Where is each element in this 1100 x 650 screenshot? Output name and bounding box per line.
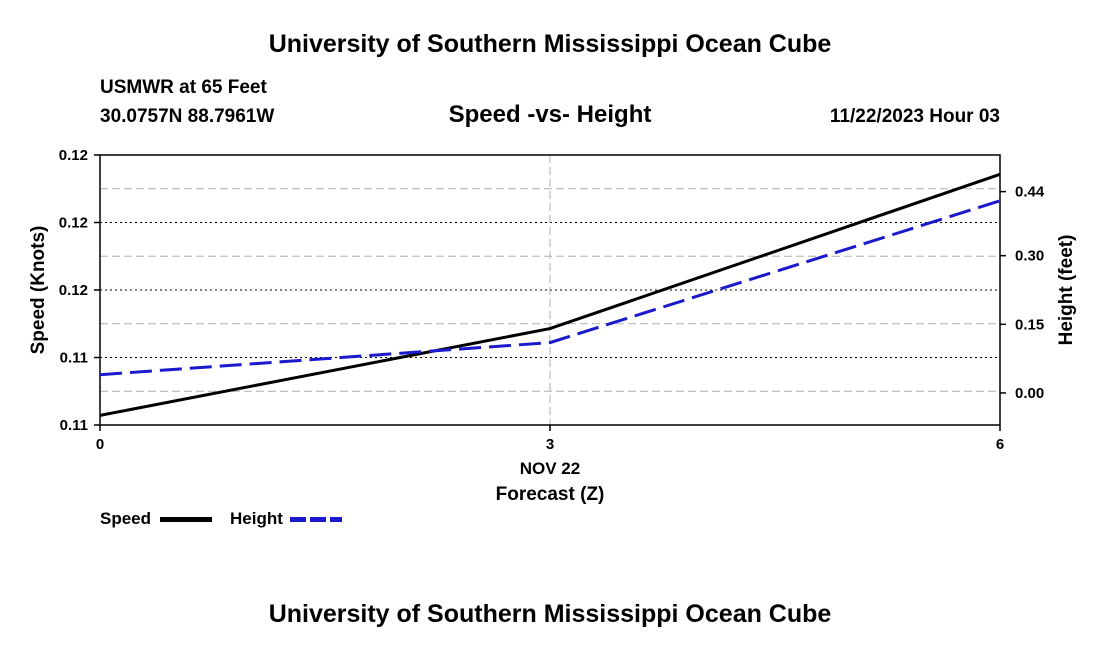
y-axis-right-label: Height (feet) bbox=[1056, 235, 1077, 346]
y-left-tick-label: 0.11 bbox=[60, 350, 88, 367]
y-left-tick-label: 0.11 bbox=[60, 417, 88, 434]
y-right-tick-label: 0.00 bbox=[1015, 385, 1044, 402]
forecast-datetime: 11/22/2023 Hour 03 bbox=[829, 106, 1000, 127]
chart-series bbox=[99, 172, 1001, 417]
legend-height-label: Height bbox=[230, 509, 283, 528]
legend-speed-swatch bbox=[160, 517, 212, 522]
y-right-tick-label: 0.44 bbox=[1015, 184, 1045, 201]
station-label: USMWR at 65 Feet bbox=[100, 77, 267, 98]
y-left-tick-label: 0.12 bbox=[59, 215, 88, 232]
y-right-tick-label: 0.30 bbox=[1015, 248, 1044, 265]
axis-ticks: 0.12 0.12 0.12 0.11 0.11 0.44 0.30 0.15 0.00 0 3 6 bbox=[59, 147, 1045, 453]
legend-speed-label: Speed bbox=[100, 509, 152, 528]
y-right-tick-label: 0.15 bbox=[1015, 316, 1044, 333]
x-axis-label: Forecast (Z) bbox=[496, 484, 605, 505]
speed-series-line bbox=[99, 172, 1001, 417]
y-left-tick-label: 0.12 bbox=[59, 282, 88, 299]
chart-subtitle: Speed -vs- Height bbox=[448, 101, 652, 128]
x-tick-label: 0 bbox=[96, 436, 104, 453]
y-left-tick-label: 0.12 bbox=[59, 147, 88, 164]
y-axis-left-label: Speed (Knots) bbox=[28, 226, 49, 355]
x-axis-date-label: NOV 22 bbox=[520, 459, 580, 478]
x-tick-label: 3 bbox=[546, 436, 554, 453]
x-tick-label: 6 bbox=[996, 436, 1004, 453]
footer-title: University of Southern Mississippi Ocean… bbox=[268, 600, 832, 628]
station-coordinates: 30.0757N 88.7961W bbox=[100, 106, 275, 127]
height-series-line bbox=[99, 199, 1001, 377]
chart-grid bbox=[100, 154, 1000, 426]
legend-height-swatch bbox=[290, 517, 342, 522]
page-title: University of Southern Mississippi Ocean… bbox=[268, 30, 832, 58]
